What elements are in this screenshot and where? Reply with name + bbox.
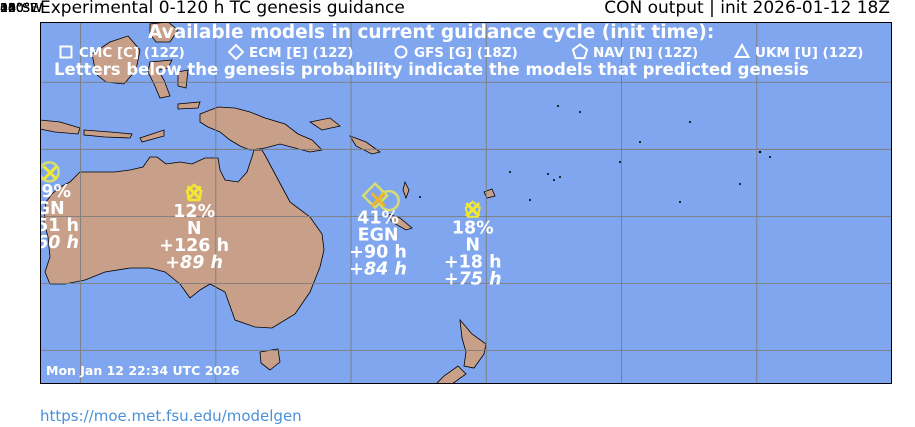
lat-tick-label: 0° (0, 0, 15, 15)
genesis-time: +90 h (349, 243, 407, 263)
mindanao (149, 22, 179, 43)
triangle-icon (733, 42, 751, 58)
diamond-icon (227, 43, 245, 61)
pentagon-icon (571, 43, 589, 60)
init-time-label: CON output | init 2026-01-12 18Z (604, 0, 890, 18)
legend-label: ECM [E] (12Z) (249, 45, 353, 61)
legend: Available models in current guidance cyc… (54, 22, 863, 79)
lon-tick-label: 120°W (0, 0, 43, 15)
square-icon (59, 45, 73, 59)
halmahera (177, 69, 189, 89)
cross-marker (42, 165, 58, 181)
legend-item-triangle: UKM [U] (12Z) (733, 42, 863, 61)
timestamp: Mon Jan 12 22:34 UTC 2026 (46, 363, 240, 378)
nav-pentagon-marker (185, 183, 203, 202)
nav-pentagon-marker (464, 200, 481, 218)
legend-items: CMC [C] (12Z) ECM [E] (12Z) GFS [G] (18Z) N… (59, 42, 863, 61)
legend-note: Letters below the genesis probability in… (54, 60, 809, 79)
legend-item-diamond: ECM [E] (12Z) (227, 43, 353, 61)
legend-label: CMC [C] (12Z) (79, 45, 185, 61)
genesis-areas: 29%GN+51 h+60 h12%N+126 h+89 h41%EGN+90 … (40, 161, 502, 290)
genesis-models: EGN (358, 226, 399, 246)
figure-title: Experimental 0-120 h TC genesis guidance (40, 0, 405, 18)
genesis-time: +18 h (444, 253, 502, 273)
circle-icon (394, 45, 408, 59)
seram (177, 101, 201, 110)
lon-tick-label: 140°E (0, 0, 39, 15)
genesis-probability: 12% (173, 202, 215, 222)
cross-marker (370, 192, 386, 208)
legend-label: UKM [U] (12Z) (755, 45, 863, 61)
lon-tick-label: 140°W (0, 0, 43, 15)
genesis-area: 41%EGN+90 h+84 h (349, 181, 407, 280)
legend-item-pentagon: NAV [N] (12Z) (571, 43, 698, 61)
genesis-area: 29%GN+51 h+60 h (40, 161, 79, 253)
legend-label: GFS [G] (18Z) (414, 45, 518, 61)
new-guinea (199, 106, 323, 153)
legend-item-circle: GFS [G] (18Z) (394, 45, 518, 61)
genesis-time-alt: +60 h (40, 233, 79, 253)
pacific-islets (419, 105, 771, 203)
lat-tick-label: 10°S (0, 0, 31, 15)
genesis-time-alt: +89 h (165, 253, 223, 273)
java (40, 119, 81, 135)
genesis-area: 12%N+126 h+89 h (159, 183, 229, 273)
lesser-sunda-islands (83, 129, 133, 139)
genesis-probability: 18% (452, 219, 494, 239)
genesis-models: N (465, 236, 480, 256)
genesis-time-alt: +84 h (349, 260, 407, 280)
genesis-probability: 29% (40, 182, 71, 202)
source-url[interactable]: https://moe.met.fsu.edu/modelgen (40, 407, 302, 425)
lon-tick-label: 180° (0, 0, 31, 15)
new-caledonia (387, 213, 413, 231)
tasmania (259, 348, 281, 371)
lat-tick-label: 40°S (0, 0, 31, 15)
genesis-time: +126 h (159, 236, 229, 256)
timor (139, 129, 165, 143)
new-zealand-south (435, 365, 467, 384)
vanuatu (402, 180, 410, 200)
genesis-time-alt: +75 h (444, 270, 502, 290)
genesis-time: +51 h (40, 216, 79, 236)
legend-heading: Available models in current guidance cyc… (148, 22, 714, 43)
lat-tick-label: 30°S (0, 0, 31, 15)
cross-marker (465, 202, 481, 218)
genesis-area: 18%N+18 h+75 h (444, 200, 502, 290)
legend-label: NAV [N] (12Z) (593, 45, 698, 61)
new-zealand-north (459, 318, 487, 369)
genesis-models: N (187, 219, 202, 239)
new-britain (308, 117, 341, 131)
lon-tick-label: 160°E (0, 0, 39, 15)
sulawesi (147, 59, 173, 99)
legend-item-square: CMC [C] (12Z) (59, 45, 185, 61)
genesis-probability: 41% (357, 209, 399, 229)
map-canvas: Available models in current guidance cyc… (40, 22, 892, 384)
ecm-diamond-marker (361, 181, 389, 210)
borneo (91, 35, 141, 85)
genesis-models: GN (40, 199, 65, 219)
gfs-circle-marker (40, 161, 60, 183)
lon-tick-label: 160°W (0, 0, 43, 15)
lon-tick-label: 120°E (0, 0, 39, 15)
cross-marker (186, 185, 202, 201)
lat-tick-label: 20°S (0, 0, 31, 15)
graticule (40, 22, 892, 384)
